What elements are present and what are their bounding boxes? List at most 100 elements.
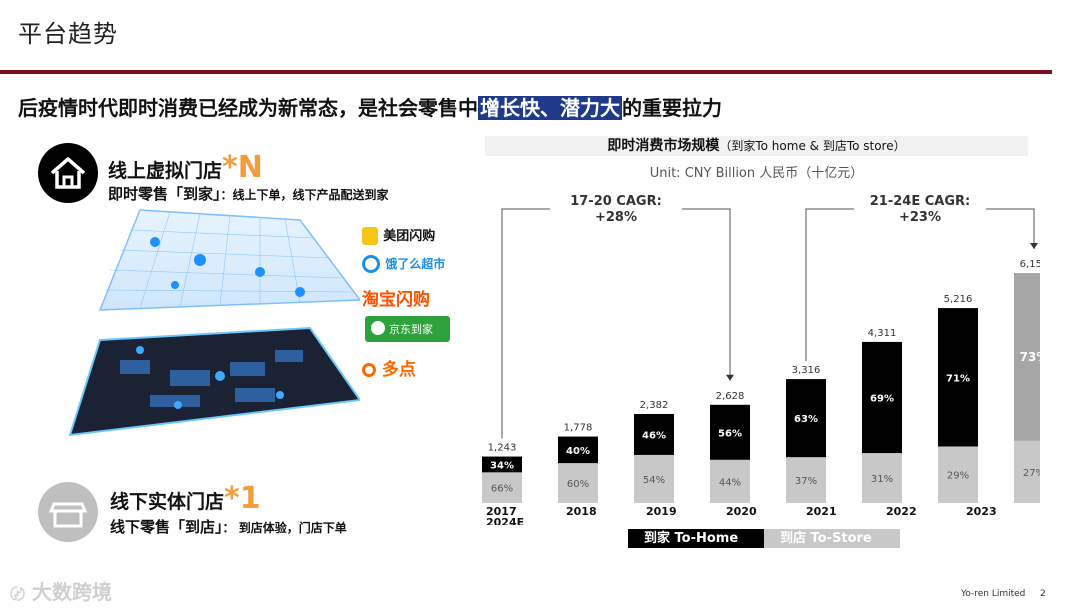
bar-to-home (862, 341, 902, 454)
duodian-icon (362, 363, 376, 377)
headline: 后疫情时代即时消费已经成为新常态，是社会零售中 增长快、潜力大 的重要拉力 (18, 92, 722, 121)
platform-logo-taobao: 淘宝闪购 (362, 290, 430, 310)
hotspot-marker (171, 281, 179, 289)
bar-to-home (786, 379, 826, 458)
offline-store-title: 线下实体门店*1 (110, 481, 261, 516)
cagr-arrowhead (1030, 243, 1038, 249)
total-label: 2,382 (640, 400, 669, 411)
bar-to-home (938, 308, 978, 447)
platform-logo-duodian: 多点 (362, 355, 416, 380)
x-tick-label: 2021 (806, 505, 837, 518)
bar-to-store (786, 457, 826, 503)
company-name: Yo-ren Limited (961, 589, 1026, 599)
data-label-to-store: 27% (1023, 468, 1040, 479)
data-label-to-store: 31% (871, 474, 893, 485)
offline-sub-detail: ： 到店体验，门店下单 (222, 521, 347, 535)
x-tick-label: 2017 (486, 505, 517, 518)
bar-to-store (558, 463, 598, 503)
jd-daojia-icon (371, 321, 385, 335)
headline-post: 的重要拉力 (622, 96, 722, 120)
legend-to-home-label: 到家 To-Home (644, 531, 739, 546)
data-label-to-home: 69% (870, 393, 894, 404)
data-label-to-store: 44% (719, 477, 741, 488)
data-label-to-home: 73% (1020, 350, 1040, 364)
store-illustration (68, 209, 360, 437)
bar-to-home (634, 413, 674, 455)
x-tick-label: 2018 (566, 505, 597, 518)
platform-logo-meituan: 美团闪购 (362, 225, 435, 245)
watermark: 〄 大数跨境 (10, 580, 112, 604)
cagr-annotation: +23% (899, 210, 941, 225)
offline-multiplier: *1 (224, 481, 261, 516)
offline-store-title-text: 线下实体门店 (110, 491, 225, 513)
online-multiplier: *N (222, 150, 263, 185)
cagr-bracket-right (986, 208, 1035, 249)
data-label-to-home: 63% (794, 414, 818, 425)
legend-to-store-label: 到店 To-Store (780, 531, 872, 546)
x-tick-label: 2019 (646, 505, 677, 518)
hotspot-marker (150, 237, 160, 247)
hotspot-marker (295, 287, 305, 297)
offline-store-subtitle: 线下零售「到店」： 到店体验，门店下单 (110, 516, 347, 537)
data-label-to-store: 29% (947, 471, 969, 482)
total-label: 2,628 (716, 391, 745, 402)
data-label-to-store: 37% (795, 476, 817, 487)
cagr-bracket-left (805, 208, 854, 362)
bar-to-store (710, 459, 750, 503)
total-label: 6,155 (1020, 259, 1040, 270)
data-label-to-home: 71% (946, 373, 970, 384)
data-label-to-store: 60% (567, 479, 589, 490)
headline-highlight: 增长快、潜力大 (478, 96, 622, 120)
online-store-subtitle: 即时零售「到家」：线上下单，线下产品配送到家 (108, 183, 389, 204)
cagr-arrowhead (726, 374, 734, 381)
bar-to-store (482, 472, 522, 503)
virtual-store-grid (98, 209, 360, 311)
x-tick-label: 2022 (886, 505, 917, 518)
x-tick-label: 2024E (486, 516, 524, 525)
legend-to-store: 到店 To-Store (764, 529, 900, 548)
page-title: 平台趋势 (18, 20, 118, 48)
online-sub-main: 即时零售「到家」 (108, 185, 221, 203)
bar-to-home (1014, 273, 1040, 441)
x-tick-label: 2023 (966, 505, 997, 518)
chart-subtitle: （到家To home & 到店To store） (719, 139, 906, 153)
cagr-annotation: 21-24E CAGR: (870, 194, 970, 209)
platform-logo-jd: 京东到家 (365, 316, 450, 342)
data-label-to-home: 40% (566, 446, 590, 457)
hotspot-marker (194, 254, 206, 266)
total-label: 1,778 (564, 423, 593, 434)
market-size-chart: 34% 66% 1,243 40% 60% 1,778 46% 54% 2,382 56% 44% 2… (482, 194, 1040, 525)
data-label-to-home: 34% (490, 460, 514, 471)
total-label: 4,311 (868, 328, 897, 339)
offline-sub-main: 线下零售「到店」 (110, 518, 223, 536)
data-label-to-store: 66% (491, 484, 513, 495)
bar-to-store (862, 453, 902, 503)
page-number: 2 (1040, 589, 1046, 599)
watermark-logo-icon: 〄 (10, 585, 26, 603)
online-store-title-text: 线上虚拟门店 (108, 160, 223, 182)
online-sub-detail: ：线上下单，线下产品配送到家 (220, 188, 389, 202)
legend-to-home: 到家 To-Home (628, 529, 765, 548)
bar-to-store (634, 454, 674, 503)
cagr-bracket-left (501, 208, 550, 439)
data-label-to-home: 46% (642, 430, 666, 441)
data-label-to-store: 54% (643, 475, 665, 486)
eleme-icon (362, 254, 380, 273)
chart-unit: Unit: CNY Billion 人民币（十亿元） (649, 166, 864, 181)
bar-to-store (1014, 440, 1040, 503)
house-icon (38, 143, 98, 203)
cagr-annotation: +28% (595, 210, 637, 225)
x-tick-label: 2020 (726, 505, 757, 518)
chart-title-text: 即时消费市场规模 (607, 138, 720, 154)
cagr-annotation: 17-20 CAGR: (570, 194, 662, 209)
total-label: 3,316 (792, 365, 821, 376)
hotspot-marker (255, 267, 265, 277)
headline-pre: 后疫情时代即时消费已经成为新常态，是社会零售中 (18, 96, 478, 120)
meituan-flash-icon (362, 226, 378, 245)
bar-to-home (710, 404, 750, 460)
cagr-bracket-right (682, 208, 731, 381)
header-divider (0, 70, 1052, 74)
bar-to-store (938, 446, 978, 503)
platform-logo-eleme: 饿了么超市 (362, 254, 445, 273)
online-store-title: 线上虚拟门店*N (108, 150, 263, 185)
